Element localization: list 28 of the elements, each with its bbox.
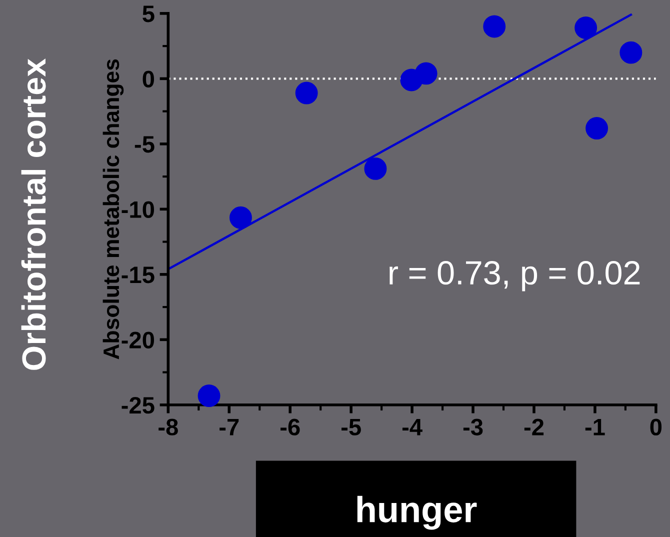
x-axis-title: hunger bbox=[357, 496, 477, 530]
y-tick-label: 0 bbox=[142, 70, 154, 88]
x-tick-label: -8 bbox=[158, 418, 178, 436]
x-tick-label: -5 bbox=[342, 418, 361, 436]
y-tick-label: -15 bbox=[122, 266, 154, 284]
point bbox=[198, 384, 220, 407]
point bbox=[364, 157, 387, 180]
point bbox=[414, 62, 438, 85]
x-tick-label: -6 bbox=[280, 418, 300, 436]
x-tick-label: -1 bbox=[585, 418, 605, 436]
point bbox=[230, 206, 252, 229]
annotation: r = 0.73, p = 0.02 bbox=[390, 261, 640, 292]
y-tick-label: -10 bbox=[122, 201, 154, 218]
x-tick-label: -3 bbox=[463, 418, 483, 436]
x-tick-label: -2 bbox=[524, 418, 544, 436]
y-tick-label: -5 bbox=[134, 136, 154, 153]
y-tick-label: -20 bbox=[122, 332, 154, 348]
point bbox=[483, 15, 506, 38]
y-tick-label: -25 bbox=[122, 396, 154, 414]
point bbox=[620, 41, 642, 64]
point bbox=[295, 82, 318, 104]
x-tick-label: -4 bbox=[402, 418, 422, 436]
point bbox=[586, 117, 608, 140]
y-tick-label: 5 bbox=[142, 6, 154, 22]
x-tick-label: 0 bbox=[650, 418, 662, 436]
text: Orbitofrontal cortex bbox=[21, 58, 46, 370]
x-tick-label: -7 bbox=[220, 418, 239, 436]
point bbox=[574, 16, 598, 40]
